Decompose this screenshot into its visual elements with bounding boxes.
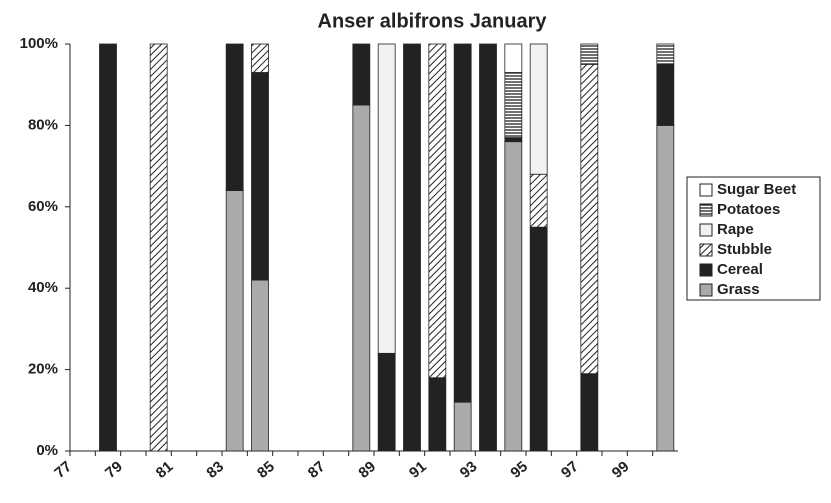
x-tick-label: 99 (609, 458, 633, 482)
bar-segment (428, 43, 447, 379)
bar-segment (529, 226, 548, 452)
bar-segment (504, 72, 523, 139)
bar-segment (377, 43, 396, 354)
x-tick-label: 87 (305, 458, 329, 482)
bar-segment (656, 43, 675, 65)
x-tick-label: 81 (153, 458, 177, 482)
bar-segment (99, 43, 117, 452)
bar-segment (580, 43, 599, 65)
x-tick-label: 85 (254, 458, 278, 482)
bar-segment (251, 43, 269, 73)
bar-segment (580, 373, 599, 452)
x-tick-label: 89 (355, 458, 379, 482)
bar-segment (504, 141, 523, 452)
legend-label: Rape (717, 221, 754, 238)
x-tick-label: 77 (51, 458, 75, 482)
bar-segment (225, 43, 244, 191)
legend-swatch (699, 183, 713, 197)
legend-label: Grass (717, 281, 760, 298)
legend-box (686, 176, 821, 301)
legend-swatch (699, 203, 713, 217)
x-tick-label: 95 (507, 458, 531, 482)
bar-segment (479, 43, 497, 452)
bar-segment (529, 43, 548, 175)
bar-segment (529, 173, 548, 228)
bar-segment (504, 43, 523, 73)
y-tick-label: 100% (20, 35, 58, 52)
bar-segment (580, 63, 599, 375)
legend-label: Cereal (717, 261, 763, 278)
bar-segment (504, 137, 523, 143)
chart-title: Anser albifrons January (318, 10, 548, 32)
bar-segment (352, 43, 371, 106)
legend-swatch (699, 223, 713, 237)
bar-segment (428, 377, 447, 452)
x-tick-label: 91 (406, 458, 430, 482)
y-tick-label: 40% (28, 279, 58, 296)
legend-label: Sugar Beet (717, 181, 796, 198)
y-tick-label: 0% (36, 442, 58, 459)
legend-swatch (699, 243, 713, 257)
x-tick-label: 79 (102, 458, 126, 482)
x-tick-label: 97 (558, 458, 582, 482)
bar-segment (352, 104, 371, 452)
bar-segment (149, 43, 168, 452)
bar-segment (403, 43, 421, 452)
x-tick-label: 83 (203, 458, 227, 482)
bar-segment (377, 352, 396, 452)
y-tick-label: 60% (28, 198, 58, 215)
bar-segment (656, 125, 675, 452)
legend-label: Stubble (717, 241, 772, 258)
bar-segment (453, 401, 472, 452)
legend-label: Potatoes (717, 201, 780, 218)
y-tick-label: 20% (28, 361, 58, 378)
bar-segment (225, 190, 244, 452)
legend-swatch (699, 263, 713, 277)
bar-segment (453, 43, 472, 403)
y-tick-label: 80% (28, 116, 58, 133)
bar-segment (656, 63, 675, 126)
legend-swatch (699, 283, 713, 297)
bar-segment (251, 72, 269, 281)
x-tick-label: 93 (457, 458, 481, 482)
bar-segment (251, 279, 269, 452)
